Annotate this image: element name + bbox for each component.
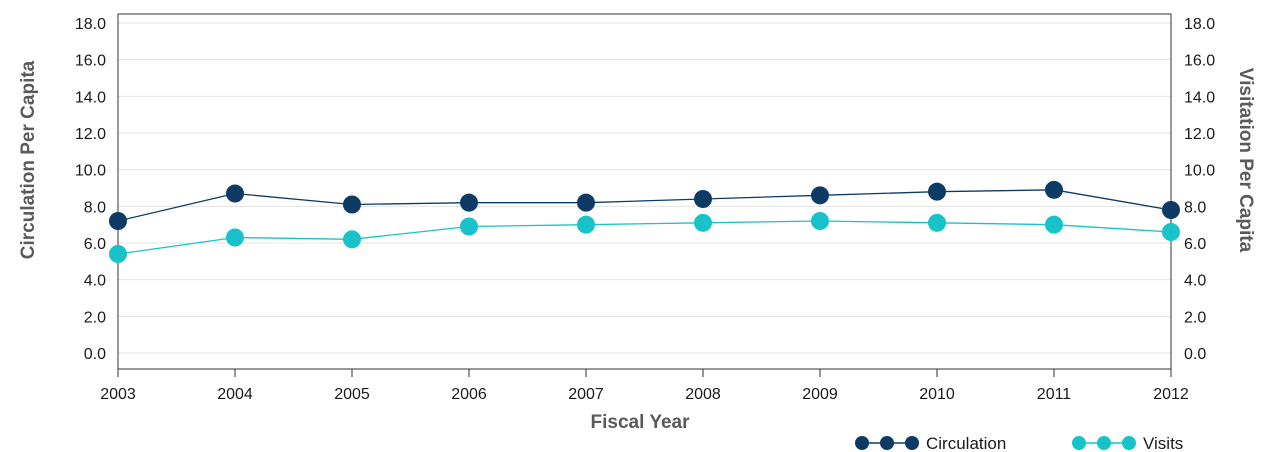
circulation-point — [343, 195, 361, 214]
y-tick-label-right: 2.0 — [1184, 309, 1206, 326]
visits-point — [928, 213, 946, 232]
gridlines — [118, 22, 1171, 354]
visits-point — [109, 245, 127, 263]
x-axis: 2003 2004 2005 2006 2007 2008 2009 2010 2011 2012 — [100, 369, 1189, 403]
y-tick-label-right: 18.0 — [1184, 16, 1215, 33]
y-tick-label-left: 10.0 — [75, 163, 106, 180]
x-tick-label: 2003 — [100, 386, 136, 403]
visits-point — [811, 212, 829, 230]
circulation-point — [226, 184, 244, 203]
visits-point — [1162, 223, 1180, 241]
circulation-point — [928, 182, 946, 201]
legend-label: Visits — [1143, 434, 1183, 452]
y-tick-label-right: 10.0 — [1184, 163, 1215, 180]
x-tick-label: 2004 — [217, 386, 253, 403]
y-tick-label-left: 8.0 — [84, 199, 106, 216]
circulation-point — [577, 193, 595, 212]
legend-swatch-marker — [1097, 436, 1111, 450]
y-tick-label-right: 14.0 — [1184, 89, 1215, 106]
visits-point — [1045, 215, 1063, 234]
y-tick-label-left: 0.0 — [84, 346, 106, 363]
y-axis-left-title: Circulation Per Capita — [18, 60, 39, 259]
y-tick-label-right: 12.0 — [1184, 126, 1215, 143]
series-circulation — [109, 180, 1180, 230]
circulation-point — [1045, 180, 1063, 199]
y-tick-label-left: 6.0 — [84, 236, 106, 253]
circulation-point — [109, 212, 127, 230]
circulation-line — [117, 189, 1172, 222]
y-tick-label-left: 18.0 — [75, 16, 106, 33]
x-tick-label: 2007 — [568, 386, 604, 403]
y-tick-label-right: 4.0 — [1184, 273, 1206, 290]
y-axis-left: 0.0 2.0 4.0 6.0 8.0 10.0 12.0 14.0 16.0 18.0 — [75, 16, 106, 363]
x-tick-label: 2012 — [1153, 386, 1189, 403]
series-visits — [109, 212, 1180, 263]
circulation-point — [694, 190, 712, 208]
legend: Circulation Visits — [855, 434, 1183, 452]
x-axis-title: Fiscal Year — [591, 412, 691, 433]
legend-swatch-marker — [855, 436, 869, 450]
x-tick-label: 2006 — [451, 386, 487, 403]
x-tick-label: 2009 — [802, 386, 838, 403]
visits-point — [577, 215, 595, 234]
series-layer — [109, 180, 1180, 263]
legend-item-circulation: Circulation — [855, 434, 1006, 452]
circulation-point — [811, 186, 829, 205]
visits-line — [117, 220, 1172, 255]
legend-swatch-marker — [880, 436, 894, 450]
legend-swatch-marker — [1122, 436, 1136, 450]
x-tick-label: 2011 — [1037, 386, 1072, 403]
y-tick-label-right: 8.0 — [1184, 199, 1206, 216]
y-axis-right-title: Visitation Per Capita — [1235, 68, 1256, 253]
y-tick-label-left: 16.0 — [75, 53, 106, 70]
y-tick-label-left: 4.0 — [84, 273, 106, 290]
x-tick-label: 2010 — [919, 386, 955, 403]
y-tick-label-right: 0.0 — [1184, 346, 1206, 363]
circulation-point — [460, 193, 478, 212]
visits-point — [694, 213, 712, 232]
legend-item-visits: Visits — [1072, 434, 1183, 452]
y-axis-right: 0.0 2.0 4.0 6.0 8.0 10.0 12.0 14.0 16.0 18.0 — [1184, 16, 1215, 363]
legend-swatch-marker — [1072, 436, 1086, 450]
x-tick-label: 2008 — [685, 386, 721, 403]
plot-area — [117, 13, 1172, 370]
visits-point — [226, 228, 244, 247]
visits-point — [343, 230, 361, 249]
x-tick-label: 2005 — [334, 386, 370, 403]
legend-label: Circulation — [926, 434, 1006, 452]
y-tick-label-left: 14.0 — [75, 89, 106, 106]
y-tick-label-right: 16.0 — [1184, 53, 1215, 70]
y-tick-label-left: 2.0 — [84, 309, 106, 326]
y-tick-label-left: 12.0 — [75, 126, 106, 143]
y-tick-label-right: 6.0 — [1184, 236, 1206, 253]
circulation-point — [1162, 201, 1180, 219]
legend-swatch-marker — [905, 436, 919, 450]
visits-point — [460, 217, 478, 236]
